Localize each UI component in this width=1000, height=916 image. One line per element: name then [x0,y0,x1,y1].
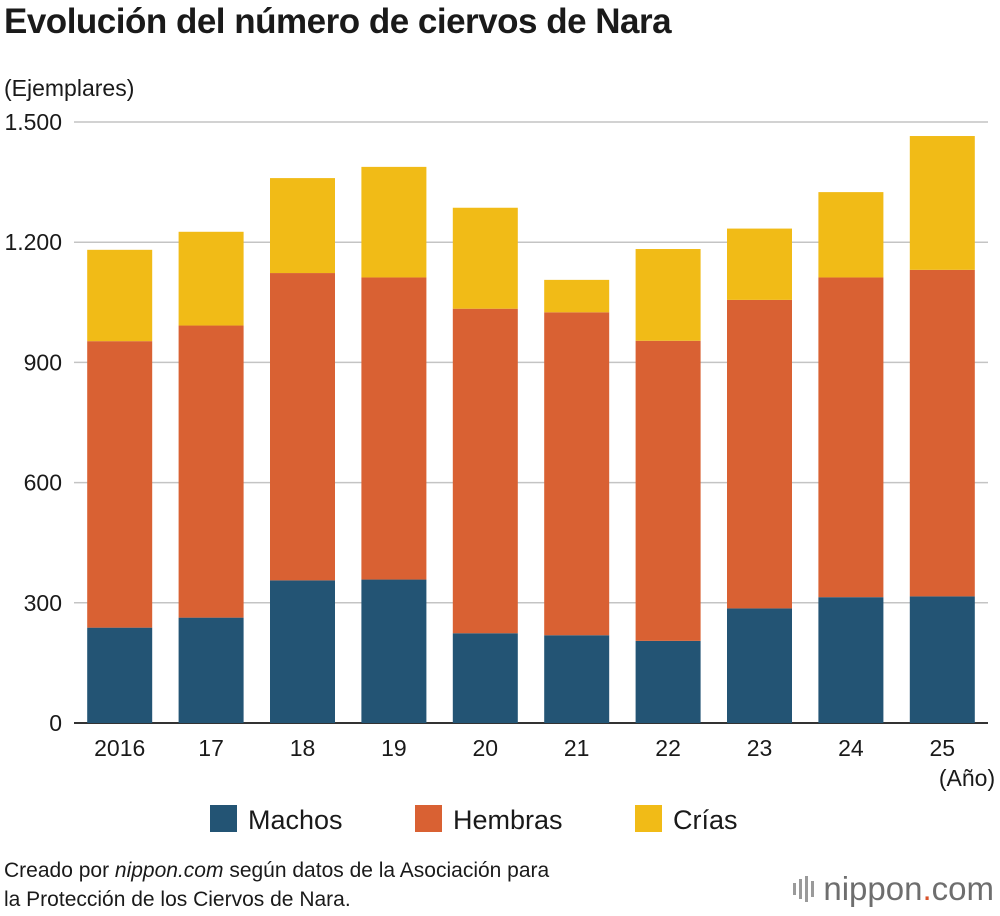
source-line-1: Creado por nippon.com según datos de la … [4,856,549,885]
y-tick-labels: 0 300 600 900 1.200 1.500 [4,109,62,736]
x-tick-label: 19 [381,735,407,761]
legend-swatch-machos [210,805,237,832]
brand-name: nippon [823,870,923,907]
bar-machos-24 [818,597,884,723]
x-tick-label: 23 [747,735,773,761]
bar-hembras-22 [635,340,701,641]
bar-hembras-18 [270,273,335,581]
y-axis-label: (Ejemplares) [4,75,134,101]
x-tick-labels: 2016 17 18 19 20 21 22 23 24 25 [94,735,955,761]
source-site: nippon.com [114,859,224,882]
y-tick-label: 900 [24,349,62,375]
source-note: Creado por nippon.com según datos de la … [4,856,549,914]
x-tick-label: 20 [473,735,499,761]
bar-hembras-17 [178,325,244,618]
bar-crías-23 [727,228,792,300]
bar-hembras-19 [361,277,427,580]
bar-crías-20 [452,207,518,309]
bar-hembras-2016 [87,341,153,628]
bar-hembras-21 [544,312,610,636]
source-line-2: la Protección de los Ciervos de Nara. [4,888,351,911]
bar-crías-25 [909,136,975,270]
bar-machos-19 [361,579,427,723]
bar-crías-17 [178,231,244,326]
bar-machos-21 [544,635,610,723]
bar-crías-24 [818,192,884,278]
x-tick-label: 2016 [94,735,145,761]
bars [87,136,975,723]
bar-hembras-20 [452,308,518,634]
brand-dot: . [922,870,932,907]
bar-crías-22 [635,249,701,341]
x-tick-label: 21 [564,735,590,761]
stacked-bar-chart: (Ejemplares) 0 300 600 900 1.200 1.500 2016 17… [4,75,995,835]
y-tick-label: 300 [24,590,62,616]
bar-machos-20 [452,633,518,723]
x-tick-label: 22 [655,735,681,761]
legend-swatch-hembras [415,805,442,832]
legend-label-hembras: Hembras [453,805,563,835]
y-tick-label: 0 [49,710,62,736]
bar-machos-18 [270,580,335,723]
brand-tld: com [931,870,994,907]
legend-label-machos: Machos [248,805,343,835]
bar-crías-2016 [87,249,153,342]
source-prefix: Creado por [4,859,115,882]
bar-machos-2016 [87,627,153,723]
bar-crías-18 [270,178,335,274]
bar-hembras-23 [727,299,792,609]
bar-machos-22 [635,640,701,723]
legend-swatch-crías [635,805,662,832]
x-tick-label: 18 [290,735,316,761]
bar-hembras-25 [909,269,975,597]
bar-crías-19 [361,166,427,278]
x-axis-unit-label: (Año) [939,765,995,791]
x-tick-label: 25 [930,735,956,761]
bar-machos-25 [909,596,975,723]
bar-crías-21 [544,279,610,313]
legend-label-crías: Crías [673,805,738,835]
bar-machos-23 [727,608,792,723]
y-tick-label: 1.200 [4,229,62,255]
bar-hembras-24 [818,277,884,598]
source-line-1-rest: según datos de la Asociación para [223,859,550,882]
chart-title: Evolución del número de ciervos de Nara [4,2,672,41]
y-tick-label: 600 [24,470,62,496]
legend: Machos Hembras Crías [210,805,738,835]
x-tick-label: 24 [838,735,864,761]
x-tick-label: 17 [198,735,224,761]
brand-logo: nippon. com [793,870,994,908]
bar-machos-17 [178,617,244,723]
y-tick-label: 1.500 [4,109,62,135]
nippon-logo-icon [793,876,815,902]
